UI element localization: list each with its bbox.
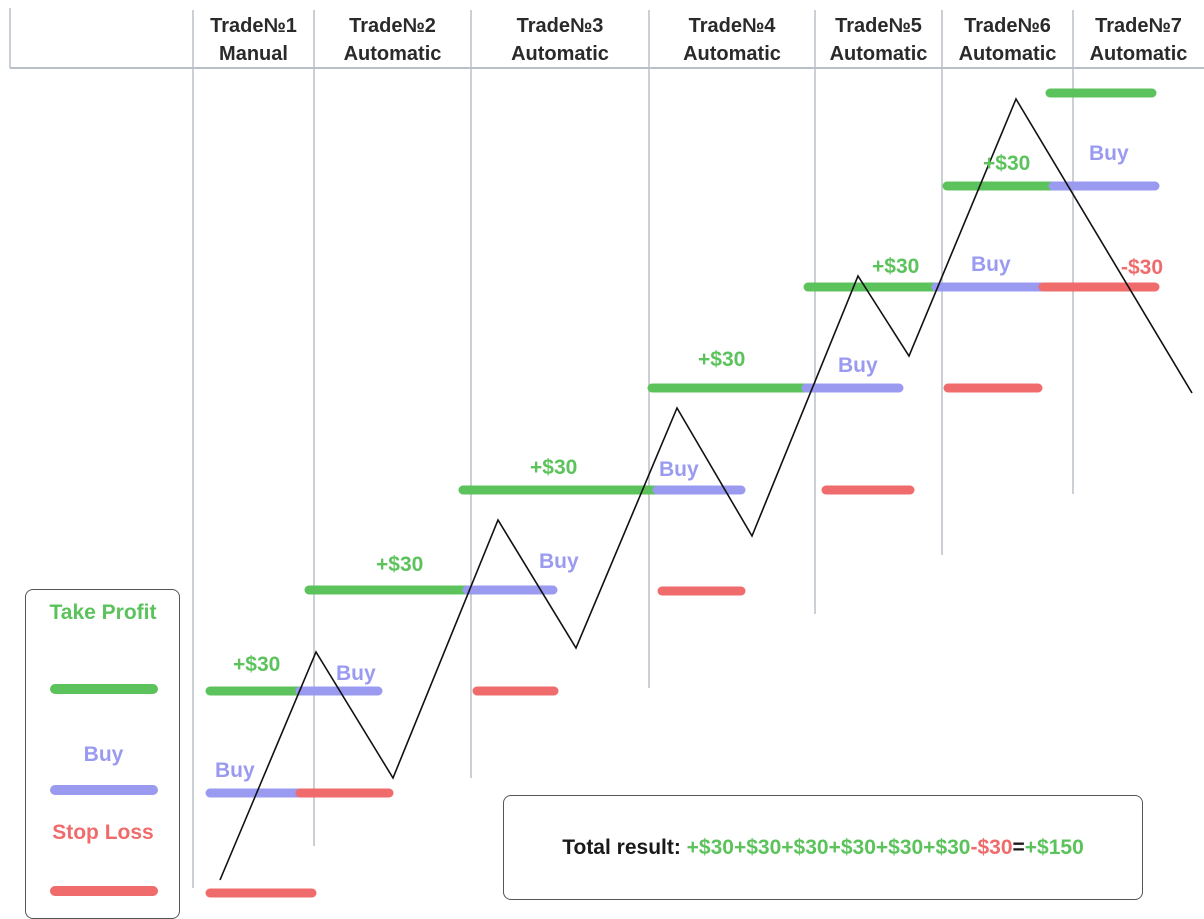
trade-mode: Automatic — [829, 43, 928, 65]
total-result-loss: -$30 — [970, 835, 1013, 859]
trade-header-7: Trade№7 Automatic — [1073, 12, 1204, 68]
profit-label: +$30 — [872, 255, 920, 278]
trade-header-5: Trade№5 Automatic — [815, 12, 942, 68]
trade-number: Trade№5 — [835, 15, 922, 37]
trade-header-3: Trade№3 Automatic — [471, 12, 649, 68]
total-result-value: +$150 — [1024, 835, 1084, 859]
price-line — [219, 97, 1193, 881]
buy-label: Buy — [215, 759, 255, 782]
trade-number: Trade№7 — [1095, 15, 1182, 37]
legend-take-profit-label: Take Profit — [49, 601, 157, 624]
trade-mode: Manual — [219, 43, 288, 65]
trade-mode: Automatic — [1089, 43, 1188, 65]
legend-box: Take Profit Buy Stop Loss — [25, 589, 180, 919]
trade-number: Trade№4 — [688, 15, 776, 37]
buy-label: Buy — [1089, 142, 1129, 165]
profit-label: +$30 — [376, 553, 424, 576]
profit-label: +$30 — [983, 152, 1031, 175]
legend-buy-label: Buy — [83, 743, 124, 766]
buy-label: Buy — [539, 550, 579, 573]
buy-label: Buy — [971, 253, 1011, 276]
total-result-equals: = — [1012, 835, 1025, 859]
buy-label: Buy — [838, 354, 878, 377]
trade-number: Trade№6 — [964, 15, 1051, 37]
buy-label: Buy — [659, 458, 699, 481]
total-result-prefix: Total result: — [562, 835, 687, 859]
legend-stop-loss-label: Stop Loss — [52, 821, 154, 844]
trade-mode: Automatic — [511, 43, 609, 65]
loss-label: -$30 — [1121, 256, 1164, 279]
trade-header-1: Trade№1 Manual — [193, 12, 314, 68]
total-result-gains: +$30+$30+$30+$30+$30+$30 — [686, 835, 971, 859]
trade-header-2: Trade№2 Automatic — [314, 12, 471, 68]
trade-number: Trade№3 — [516, 15, 604, 37]
profit-label: +$30 — [698, 348, 746, 371]
legend-buy-swatch — [50, 785, 158, 795]
legend-take-profit-swatch — [50, 684, 158, 694]
profit-label: +$30 — [530, 456, 578, 479]
trade-mode: Automatic — [683, 43, 781, 65]
trade-header-4: Trade№4 Automatic — [649, 12, 815, 68]
legend-stop-loss-swatch — [50, 886, 158, 896]
trade-mode: Automatic — [958, 43, 1057, 65]
trade-mode: Automatic — [343, 43, 442, 65]
trade-number: Trade№2 — [349, 15, 436, 37]
buy-label: Buy — [336, 662, 376, 685]
profit-label: +$30 — [233, 653, 281, 676]
total-result-box: Total result: +$30+$30+$30+$30+$30+$30 -… — [503, 795, 1143, 900]
trade-header-6: Trade№6 Automatic — [942, 12, 1073, 68]
trade-number: Trade№1 — [210, 15, 297, 37]
